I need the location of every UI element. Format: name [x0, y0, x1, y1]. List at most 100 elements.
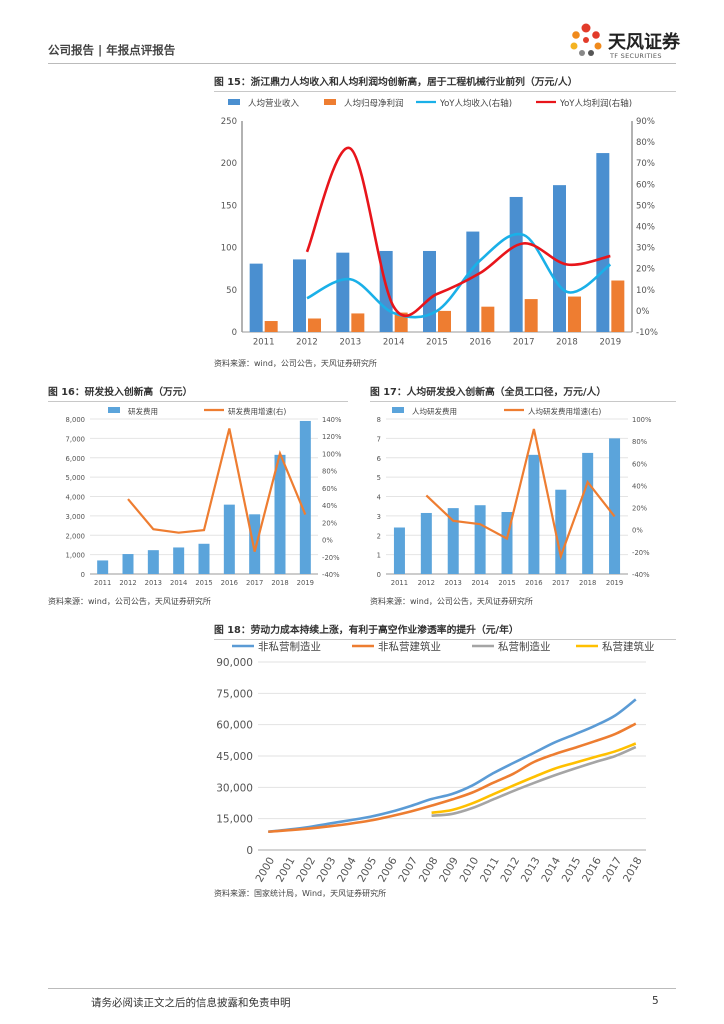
bar-研发费用-2016: [223, 504, 235, 574]
x-tick-label: 2016: [525, 579, 542, 587]
header-report-type: 公司报告 | 年报点评报告: [48, 43, 176, 57]
y-tick-label: 3,000: [66, 513, 85, 521]
logo-text-en: TF SECURITIES: [610, 52, 662, 60]
y2-tick-label: 0%: [322, 537, 333, 545]
figure17-title: 图 17：人均研发投入创新高（全员工口径，万元/人）: [370, 384, 676, 402]
y2-tick-label: 0%: [632, 527, 643, 535]
bar-研发费用-2012: [122, 554, 134, 574]
x-tick-label: 2005: [356, 855, 380, 884]
bar-人均研发费用-2013: [447, 508, 459, 574]
x-tick-label: 2002: [294, 855, 318, 884]
y2-tick-label: 20%: [322, 519, 338, 527]
figure18-source: 资料来源：国家统计局，Wind，天风证券研究所: [214, 889, 387, 898]
y2-tick-label: 30%: [636, 244, 655, 254]
y-tick-label: 250: [221, 117, 237, 127]
line-研发费用增速(右): [127, 428, 307, 552]
x-tick-label: 2016: [470, 338, 492, 348]
x-tick-label: 2018: [271, 579, 288, 587]
bar-研发费用-2015: [198, 543, 210, 574]
figure16-source: 资料来源：wind，公司公告，天风证券研究所: [48, 597, 211, 606]
legend-label: 非私营制造业: [258, 640, 321, 653]
bar-研发费用-2013: [147, 550, 159, 574]
x-tick-label: 2011: [391, 579, 408, 587]
y2-tick-label: 80%: [632, 438, 648, 446]
bar-人均归母净利润-2017: [524, 299, 538, 332]
legend-swatch-研发费用: [108, 407, 120, 413]
x-tick-label: 2000: [253, 855, 277, 884]
line-人均研发费用增速(右): [425, 428, 616, 561]
y2-tick-label: 80%: [322, 468, 338, 476]
y-tick-label: 45,000: [216, 751, 253, 763]
y-tick-label: 2,000: [66, 532, 85, 540]
figure15-source: 资料来源：wind，公司公告，天风证券研究所: [214, 359, 377, 368]
y2-tick-label: 70%: [636, 159, 655, 169]
x-tick-label: 2012: [498, 855, 522, 884]
y2-tick-label: 10%: [636, 286, 655, 296]
y2-tick-label: 40%: [636, 223, 655, 233]
legend-label: 人均研发费用: [412, 406, 457, 416]
x-tick-label: 2015: [560, 855, 584, 884]
y-tick-label: 90,000: [216, 657, 253, 669]
bar-人均营业收入-2015: [423, 250, 436, 332]
x-tick-label: 2019: [600, 338, 622, 348]
legend-label: 研发费用增速(右): [228, 406, 286, 416]
y-tick-label: 5: [377, 474, 381, 482]
x-tick-label: 2014: [539, 855, 563, 884]
y-tick-label: 150: [221, 201, 237, 211]
y-tick-label: 6,000: [66, 455, 85, 463]
bar-人均归母净利润-2019: [611, 280, 625, 332]
y2-tick-label: 140%: [322, 416, 342, 424]
x-tick-label: 2010: [458, 855, 482, 884]
y2-tick-label: 40%: [322, 502, 338, 510]
x-tick-label: 2012: [418, 579, 435, 587]
footer-divider: [48, 988, 676, 989]
bar-人均研发费用-2015: [501, 512, 513, 574]
y-tick-label: 8,000: [66, 416, 85, 424]
legend-label: 非私营建筑业: [378, 640, 441, 653]
figure18-title: 图 18：劳动力成本持续上涨，有利于高空作业渗透率的提升（元/年）: [214, 622, 676, 640]
y-tick-label: 15,000: [216, 814, 253, 826]
bar-人均研发费用-2012: [420, 512, 432, 574]
x-tick-label: 2011: [94, 579, 111, 587]
legend-label: 人均营业收入: [248, 98, 300, 109]
y2-tick-label: 100%: [632, 416, 652, 424]
x-tick-label: 2018: [579, 579, 596, 587]
x-tick-label: 2014: [170, 579, 187, 587]
y2-tick-label: 100%: [322, 450, 342, 458]
x-tick-label: 2007: [396, 855, 420, 884]
bar-人均研发费用-2018: [582, 452, 594, 574]
company-logo: 天风证券 TF SECURITIES: [566, 20, 706, 64]
bar-人均归母净利润-2014: [394, 312, 408, 332]
logo-flower-icon: [570, 23, 602, 56]
bar-人均归母净利润-2016: [481, 306, 495, 332]
legend-label: YoY人均利润(右轴): [559, 98, 632, 109]
x-tick-label: 2017: [246, 579, 263, 587]
x-tick-label: 2016: [580, 855, 604, 884]
legend-label: 研发费用: [128, 406, 158, 416]
x-tick-label: 2016: [221, 579, 238, 587]
y-tick-label: 5,000: [66, 474, 85, 482]
legend-label: 人均研发费用增速(右): [528, 406, 601, 416]
x-tick-label: 2019: [297, 579, 314, 587]
bar-研发费用-2018: [274, 454, 286, 574]
y2-tick-label: 120%: [322, 433, 342, 441]
legend-label: YoY人均收入(右轴): [439, 98, 512, 109]
bar-人均归母净利润-2018: [568, 296, 581, 332]
x-tick-label: 2009: [437, 855, 461, 884]
figure17-source: 资料来源：wind，公司公告，天风证券研究所: [370, 597, 533, 606]
x-tick-label: 2017: [513, 338, 535, 348]
legend-swatch-人均研发费用: [392, 407, 404, 413]
y-tick-label: 1,000: [66, 552, 85, 560]
bar-人均研发费用-2017: [555, 489, 567, 574]
x-tick-label: 2013: [445, 579, 462, 587]
bar-人均归母净利润-2015: [438, 310, 451, 332]
legend-swatch-人均归母净利润: [324, 99, 336, 105]
y-tick-label: 100: [221, 244, 237, 254]
x-tick-label: 2001: [274, 855, 298, 884]
y2-tick-label: -40%: [322, 571, 340, 579]
x-tick-label: 2011: [253, 338, 275, 348]
line-私营制造业: [431, 745, 637, 817]
x-tick-label: 2012: [296, 338, 318, 348]
header-divider: [48, 63, 676, 64]
footer-disclaimer: 请务必阅读正文之后的信息披露和免责申明: [91, 997, 291, 1009]
